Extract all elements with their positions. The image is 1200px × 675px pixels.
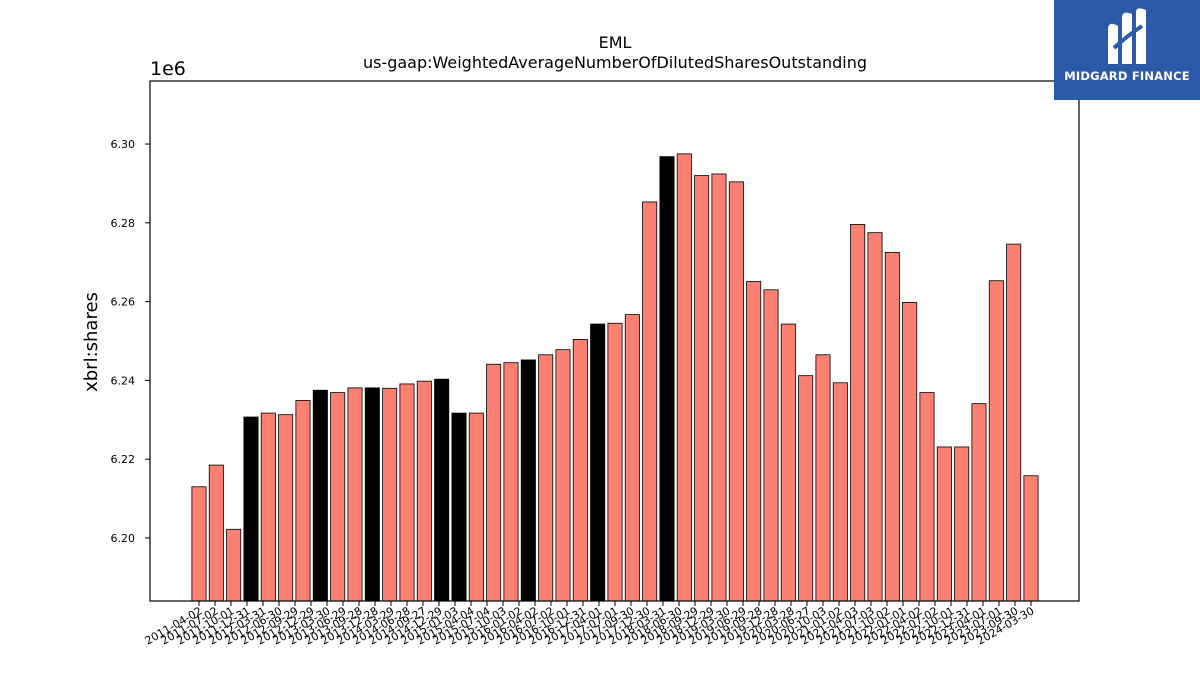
bar-2017-07-01 <box>642 201 658 602</box>
bar-2011-12-31 <box>243 416 259 602</box>
bar-2014-09-27 <box>434 378 450 602</box>
bar-2018-06-30 <box>711 173 727 602</box>
bar-2019-09-28 <box>798 375 814 602</box>
y-tick-label: 6.24 <box>111 374 136 387</box>
bar-2015-01-03 <box>468 412 484 602</box>
bar-2021-04-03 <box>902 301 918 602</box>
bar-2022-10-01 <box>1006 243 1022 602</box>
midgard-logo-icon <box>1108 8 1146 65</box>
bar-2016-07-02 <box>572 339 588 602</box>
bar-2016-01-02 <box>538 354 554 602</box>
bar-2018-12-29 <box>746 281 762 602</box>
bar-2012-03-31 <box>260 412 276 602</box>
bar-2017-12-30 <box>676 153 692 602</box>
y-tick-label: 6.28 <box>111 217 136 230</box>
bar-2019-03-30 <box>763 289 779 602</box>
bar-2014-03-29 <box>399 383 415 602</box>
bar-2018-03-31 <box>694 175 710 602</box>
bar-2019-12-28 <box>815 354 831 602</box>
bar-2013-03-30 <box>330 392 346 602</box>
y-axis-label: xbrl:shares <box>81 292 102 392</box>
bar-2017-09-30 <box>659 156 675 602</box>
bar-2022-07-02 <box>988 280 1004 602</box>
bars-group <box>191 153 1039 602</box>
bar-2019-06-29 <box>780 323 796 602</box>
y-offset-label: 1e6 <box>150 58 186 80</box>
bar-2018-09-29 <box>728 181 744 602</box>
bar-2017-04-01 <box>624 314 640 602</box>
bar-2012-06-30 <box>278 414 294 602</box>
bar-2021-07-03 <box>919 392 935 602</box>
bar-2012-12-29 <box>312 389 328 602</box>
bar-2013-09-28 <box>364 387 380 602</box>
bar-2020-10-03 <box>867 232 883 602</box>
bar-2013-12-28 <box>382 387 398 602</box>
bar-2021-01-02 <box>884 251 900 602</box>
y-tick-label: 6.26 <box>111 296 136 309</box>
chart-title: EML <box>599 33 632 52</box>
y-ticks-group: 6.20 6.22 6.24 6.26 6.28 6.30 <box>111 138 150 545</box>
bar-2022-04-02 <box>971 403 987 602</box>
bar-2012-09-29 <box>295 400 311 602</box>
y-tick-label: 6.30 <box>111 138 136 151</box>
bar-2021-10-02 <box>936 446 952 602</box>
bar-2014-12-29 <box>451 412 467 602</box>
bar-2016-10-01 <box>590 323 606 602</box>
y-tick-label: 6.22 <box>111 453 136 466</box>
bar-2020-06-27 <box>850 223 866 602</box>
bar-2016-12-31 <box>607 322 623 602</box>
brand-name: MIDGARD FINANCE <box>1064 69 1190 83</box>
bar-2011-04-02 <box>191 486 207 602</box>
bar-2011-07-02 <box>208 464 224 602</box>
chart-subtitle: us-gaap:WeightedAverageNumberOfDilutedSh… <box>363 53 867 72</box>
bar-2016-04-02 <box>555 349 571 602</box>
bar-2015-10-03 <box>520 359 536 602</box>
brand-logo: MIDGARD FINANCE <box>1054 0 1200 100</box>
bar-2011-10-01 <box>226 528 242 602</box>
bar-2014-06-28 <box>416 380 432 602</box>
x-ticks-group: 2011-04-022011-07-022011-10-012011-12-31… <box>143 601 1037 648</box>
bar-2015-04-04 <box>486 363 502 602</box>
plot-frame <box>149 80 1080 602</box>
bar-2022-01-01 <box>954 446 970 602</box>
y-tick-label: 6.20 <box>111 532 136 545</box>
bar-2015-07-04 <box>503 362 519 602</box>
bar-2020-03-28 <box>832 382 848 602</box>
bar-2022-12-31 <box>1023 475 1039 602</box>
bar-2013-06-29 <box>347 387 363 602</box>
